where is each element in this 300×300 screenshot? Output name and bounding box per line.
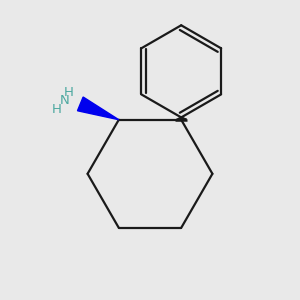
Text: H: H [52,103,62,116]
Text: H: H [64,86,74,99]
Text: N: N [60,94,70,107]
Polygon shape [77,97,119,120]
